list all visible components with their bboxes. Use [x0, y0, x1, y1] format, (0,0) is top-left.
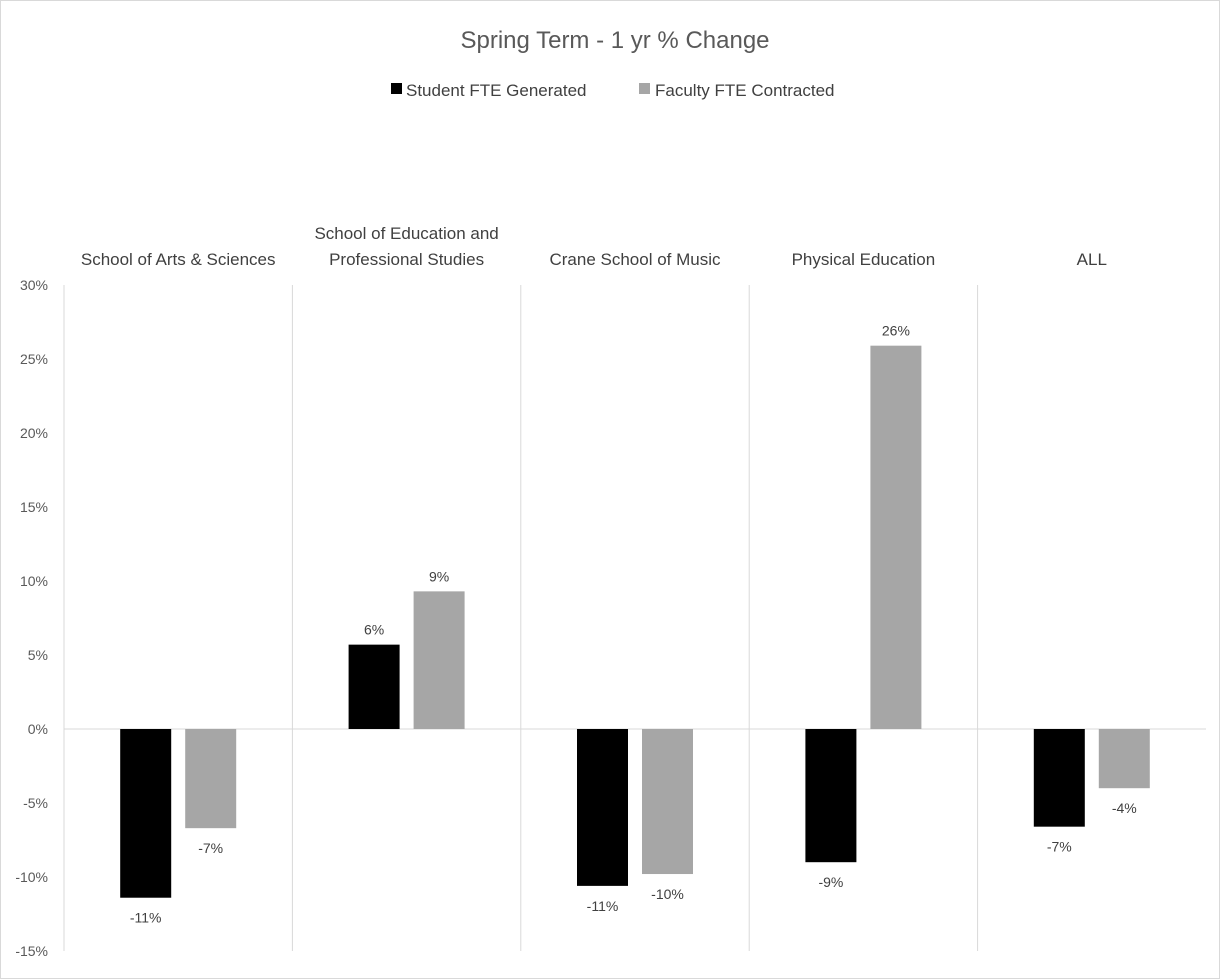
data-label: -11%	[587, 898, 619, 914]
category-label-line: School of Arts & Sciences	[81, 250, 276, 269]
category-label: ALL	[1077, 250, 1107, 269]
legend-swatch-1	[391, 83, 402, 94]
data-label: -7%	[1047, 839, 1072, 855]
category-label-line: Physical Education	[792, 250, 936, 269]
y-tick-label: 0%	[28, 721, 48, 737]
category-label-line: Professional Studies	[329, 250, 484, 269]
data-label: 26%	[882, 323, 910, 339]
y-tick-label: 5%	[28, 647, 48, 663]
data-label: -7%	[198, 840, 223, 856]
bar-student-fte	[120, 729, 172, 898]
category-labels: School of Arts & Sciences School of Educa…	[81, 224, 1107, 269]
y-axis: 30% 25% 20% 15% 10% 5% 0% -5% -10% -15%	[15, 277, 1206, 959]
category-label: Crane School of Music	[549, 250, 721, 269]
y-tick-label: -10%	[15, 869, 48, 885]
data-label: 6%	[364, 622, 384, 638]
bar-faculty-fte	[185, 729, 237, 829]
legend-label-1: Student FTE Generated	[406, 81, 587, 100]
data-label: -9%	[818, 874, 843, 890]
data-label: -4%	[1112, 800, 1137, 816]
data-label: 9%	[429, 568, 449, 584]
y-tick-label: 25%	[20, 351, 48, 367]
y-tick-label: 20%	[20, 425, 48, 441]
bar-student-fte	[805, 729, 857, 863]
bar-faculty-fte	[1098, 729, 1150, 789]
category-label-line: Crane School of Music	[549, 250, 721, 269]
legend: Student FTE Generated Faculty FTE Contrac…	[391, 81, 835, 100]
category-label-line: ALL	[1077, 250, 1107, 269]
data-label: -11%	[130, 910, 162, 926]
bar-student-fte	[348, 644, 400, 729]
y-tick-label: 30%	[20, 277, 48, 293]
category-label: Physical Education	[792, 250, 936, 269]
bar-faculty-fte	[642, 729, 693, 875]
legend-swatch-2	[639, 83, 650, 94]
category-label: School of Education and Professional Stud…	[314, 224, 498, 269]
bar-student-fte	[577, 729, 628, 886]
category-label: School of Arts & Sciences	[81, 250, 276, 269]
data-label: -10%	[651, 886, 684, 902]
bar-faculty-fte	[413, 591, 465, 729]
y-tick-label: 10%	[20, 573, 48, 589]
chart-title: Spring Term - 1 yr % Change	[460, 27, 769, 54]
panel-dividers	[63, 285, 979, 951]
bar-student-fte	[1033, 729, 1085, 827]
bars	[120, 345, 1150, 898]
category-label-line: School of Education and	[314, 224, 498, 243]
y-tick-label: -5%	[23, 795, 48, 811]
legend-label-2: Faculty FTE Contracted	[655, 81, 835, 100]
bar-faculty-fte	[870, 345, 922, 729]
data-labels: -11% -7% 6% 9% -11% -10% -9% 26% -7% -4%	[130, 323, 1137, 926]
y-tick-label: 15%	[20, 499, 48, 515]
y-tick-label: -15%	[15, 943, 48, 959]
